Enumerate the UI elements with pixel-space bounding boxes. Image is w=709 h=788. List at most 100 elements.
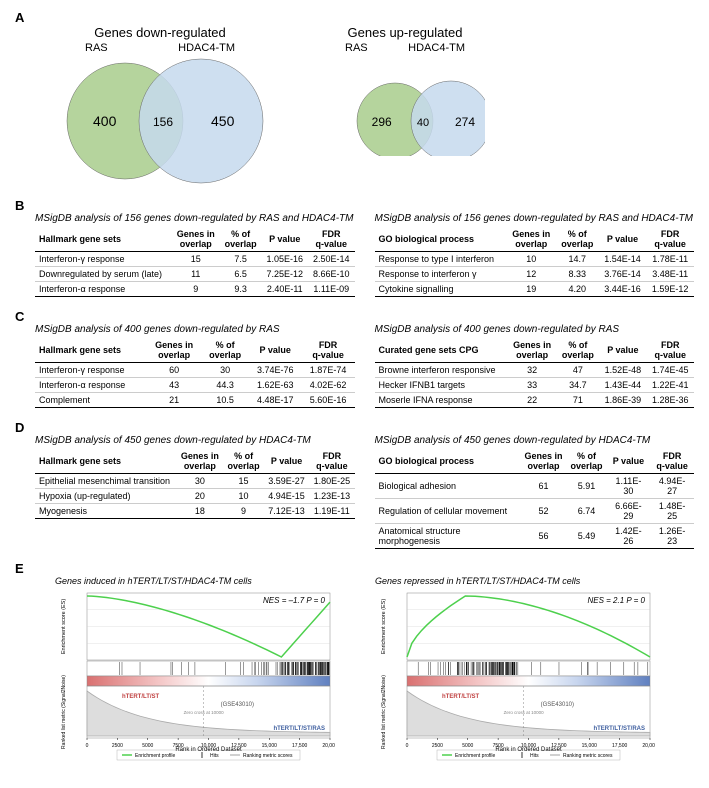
table-header: Genes inoverlap	[508, 338, 557, 363]
table-row: Moserle IFNA response22711.86E-391.28E-3…	[375, 393, 695, 408]
gsea-left-title: Genes induced in hTERT/LT/ST/HDAC4-TM ce…	[55, 576, 335, 586]
table-block: MSigDB analysis of 400 genes down-regula…	[375, 324, 695, 408]
table-row: Interferon-α response4344.31.62E-634.02E…	[35, 378, 355, 393]
table-cell: 3.74E-76	[249, 363, 302, 378]
table-header: FDRq-value	[302, 338, 355, 363]
table-cell: Interferon-α response	[35, 282, 172, 297]
table-header: FDRq-value	[309, 449, 354, 474]
table-block: MSigDB analysis of 450 genes down-regula…	[375, 435, 695, 549]
table-cell: 1.80E-25	[309, 474, 354, 489]
svg-text:Zero cross at 10000: Zero cross at 10000	[184, 710, 225, 715]
table-header: FDRq-value	[646, 227, 694, 252]
table-row: Response to interferon γ128.333.76E-143.…	[375, 267, 695, 282]
venn-up: Genes up-regulated RAS HDAC4-TM 29640274	[325, 25, 485, 156]
table-cell: 1.26E-23	[650, 524, 694, 549]
table-cell: 18	[176, 504, 223, 519]
svg-text:Hits: Hits	[210, 753, 219, 759]
table-title: MSigDB analysis of 450 genes down-regula…	[375, 435, 695, 446]
table-cell: 4.48E-17	[249, 393, 302, 408]
table-cell: 7.25E-12	[262, 267, 308, 282]
table-cell: 5.91	[567, 474, 607, 499]
table-cell: Interferon-γ response	[35, 252, 172, 267]
panel-a: A Genes down-regulated RAS HDAC4-TM 4001…	[15, 10, 694, 186]
svg-text:450: 450	[211, 113, 235, 129]
venn-up-label-right: HDAC4-TM	[408, 42, 465, 54]
table-cell: 1.43E-44	[599, 378, 646, 393]
table-header: P value	[599, 338, 646, 363]
table-cell: 1.74E-45	[647, 363, 694, 378]
venn-down-label-right: HDAC4-TM	[178, 42, 235, 54]
table-cell: 5.49	[567, 524, 607, 549]
table-cell: 52	[521, 499, 567, 524]
table-cell: 43	[147, 378, 202, 393]
venn-down-label-left: RAS	[85, 42, 108, 54]
table-cell: 1.05E-16	[262, 252, 308, 267]
svg-text:Zero cross at 10000: Zero cross at 10000	[504, 710, 545, 715]
table-header: GO biological process	[375, 449, 521, 474]
table-cell: 44.3	[201, 378, 248, 393]
table-cell: Anatomical structure morphogenesis	[375, 524, 521, 549]
panel-b: B MSigDB analysis of 156 genes down-regu…	[15, 198, 694, 297]
table-cell: 4.02E-62	[302, 378, 355, 393]
svg-text:15,000: 15,000	[262, 743, 278, 749]
table-cell: 6.74	[567, 499, 607, 524]
svg-text:2500: 2500	[432, 743, 443, 749]
table-title: MSigDB analysis of 450 genes down-regula…	[35, 435, 355, 446]
table-cell: 61	[521, 474, 567, 499]
svg-text:40: 40	[417, 117, 429, 129]
panel-b-label: B	[15, 198, 35, 213]
table-row: Anatomical structure morphogenesis565.49…	[375, 524, 695, 549]
table-cell: 2.50E-14	[308, 252, 355, 267]
table-header: FDRq-value	[308, 227, 355, 252]
table-header: FDRq-value	[650, 449, 694, 474]
svg-text:NES = 2.1 P = 0: NES = 2.1 P = 0	[587, 596, 645, 605]
table-cell: 4.20	[556, 282, 599, 297]
table-cell: 10.5	[201, 393, 248, 408]
table-cell: Epithelial mesenchimal transition	[35, 474, 176, 489]
svg-text:NES = –1.7 P = 0: NES = –1.7 P = 0	[263, 596, 326, 605]
table-cell: Moserle IFNA response	[375, 393, 508, 408]
table-header: % ofoverlap	[201, 338, 248, 363]
svg-text:Enrichment score (ES): Enrichment score (ES)	[61, 599, 67, 654]
table-cell: 2.40E-11	[262, 282, 308, 297]
table-header: Curated gene sets CPG	[375, 338, 508, 363]
table-cell: 1.23E-13	[309, 489, 354, 504]
table-row: Browne interferon responsive32471.52E-48…	[375, 363, 695, 378]
table-row: Interferon-γ response60303.74E-761.87E-7…	[35, 363, 355, 378]
table-header: P value	[607, 449, 651, 474]
table-cell: 14.7	[556, 252, 599, 267]
table-cell: Hypoxia (up-regulated)	[35, 489, 176, 504]
svg-text:(GSE43010): (GSE43010)	[541, 702, 574, 708]
panel-c: C MSigDB analysis of 400 genes down-regu…	[15, 309, 694, 408]
svg-text:2500: 2500	[112, 743, 123, 749]
table-cell: 1.42E-26	[607, 524, 651, 549]
table-cell: 9.3	[220, 282, 262, 297]
data-table: Hallmark gene setsGenes inoverlap% ofove…	[35, 449, 355, 519]
venn-down: Genes down-regulated RAS HDAC4-TM 400156…	[55, 25, 265, 186]
table-row: Hypoxia (up-regulated)20104.94E-151.23E-…	[35, 489, 355, 504]
panel-d-label: D	[15, 420, 35, 435]
panel-e: E Genes induced in hTERT/LT/ST/HDAC4-TM …	[15, 561, 694, 766]
svg-text:Ranking metric scores: Ranking metric scores	[243, 753, 293, 759]
table-cell: 1.54E-14	[599, 252, 647, 267]
table-row: Myogenesis1897.12E-131.19E-11	[35, 504, 355, 519]
table-cell: 60	[147, 363, 202, 378]
table-header: Genes inoverlap	[507, 227, 556, 252]
svg-text:(GSE43010): (GSE43010)	[221, 702, 254, 708]
table-cell: 20	[176, 489, 223, 504]
table-title: MSigDB analysis of 400 genes down-regula…	[375, 324, 695, 335]
table-cell: Cytokine signalling	[375, 282, 507, 297]
table-header: P value	[599, 227, 647, 252]
table-cell: Response to type I interferon	[375, 252, 507, 267]
table-cell: Browne interferon responsive	[375, 363, 508, 378]
table-header: Genes inoverlap	[172, 227, 220, 252]
table-row: Biological adhesion615.911.11E-304.94E-2…	[375, 474, 695, 499]
svg-text:17,500: 17,500	[292, 743, 308, 749]
table-cell: 1.87E-74	[302, 363, 355, 378]
data-table: GO biological processGenes inoverlap% of…	[375, 227, 695, 297]
svg-text:hTERT/LT/ST/RAS: hTERT/LT/ST/RAS	[593, 726, 645, 732]
table-block: MSigDB analysis of 400 genes down-regula…	[35, 324, 355, 408]
table-header: FDRq-value	[647, 338, 694, 363]
svg-text:274: 274	[455, 115, 475, 129]
table-row: Downregulated by serum (late)116.57.25E-…	[35, 267, 355, 282]
